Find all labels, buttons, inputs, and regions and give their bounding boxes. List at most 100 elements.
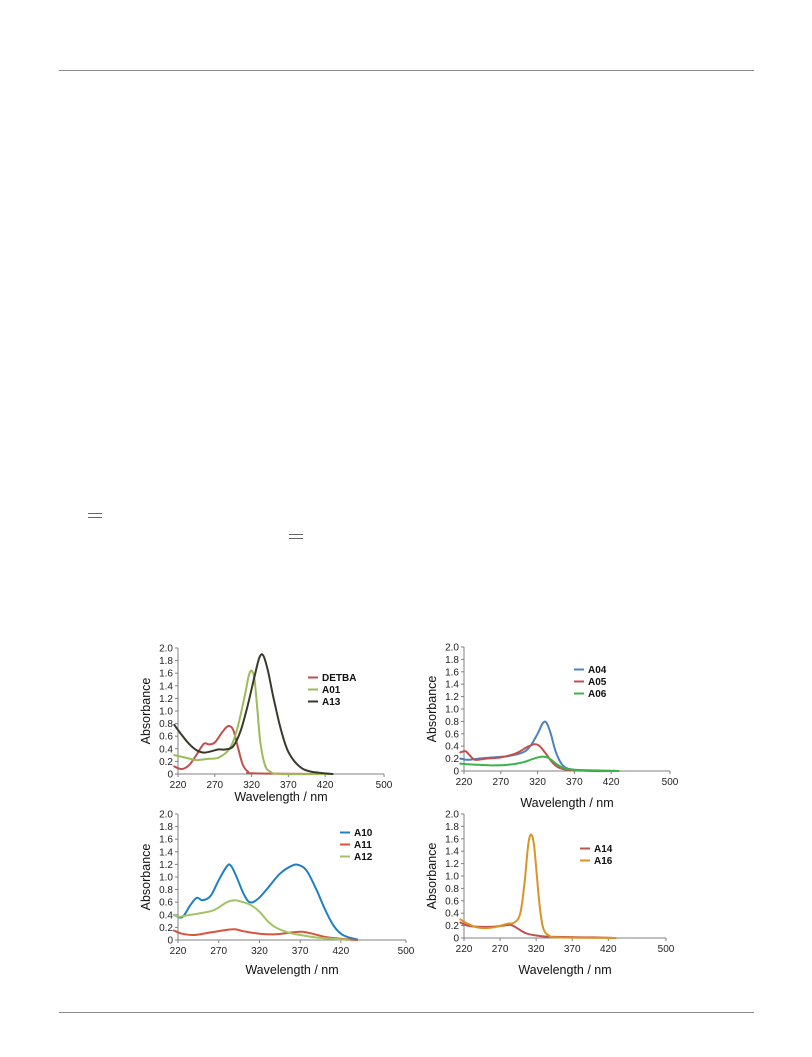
x-tick-label: 320	[251, 946, 268, 957]
y-tick-label: 1.4	[159, 847, 173, 858]
y-tick-label: 0.4	[159, 910, 173, 921]
legend-label: A14	[594, 844, 613, 855]
y-tick-label: 1.4	[445, 847, 459, 858]
y-tick-label: 1.0	[445, 872, 459, 883]
y-tick-label: 0	[453, 767, 459, 778]
y-tick-label: 0.6	[159, 732, 173, 743]
y-tick-label: 0	[453, 934, 459, 945]
y-tick-label: 2.0	[159, 810, 173, 821]
series-line-a10	[172, 863, 359, 941]
legend-label: DETBA	[322, 673, 356, 684]
equals-mark	[88, 513, 102, 518]
y-tick-label: 0.2	[445, 754, 459, 765]
y-tick-label: 1.8	[445, 655, 459, 666]
y-tick-label: 0.8	[159, 719, 173, 730]
y-tick-label: 1.8	[159, 822, 173, 833]
legend-label: A13	[322, 697, 341, 708]
footer-rule	[59, 1012, 754, 1013]
legend-label: A11	[354, 840, 372, 851]
x-tick-label: 500	[662, 777, 679, 788]
legend-label: A16	[594, 856, 613, 867]
x-tick-label: 370	[280, 780, 297, 791]
legend-label: A12	[354, 852, 373, 863]
y-tick-label: 1.0	[445, 705, 459, 716]
y-tick-label: 0.8	[445, 884, 459, 895]
chart-panel-b: 0 0.2 0.4 0.6 0.8 1.0 1.2 1.4 1.6 1.8 2.0 220 270 320…	[418, 641, 679, 811]
series-line-a06	[459, 755, 620, 772]
y-tick-label: 0.4	[159, 744, 173, 755]
x-tick-label: 420	[600, 944, 617, 955]
x-tick-label: 420	[317, 780, 334, 791]
y-tick-label: 1.8	[445, 822, 459, 833]
x-tick-label: 220	[456, 777, 473, 788]
x-tick-label: 500	[658, 944, 675, 955]
y-tick-label: 1.2	[159, 694, 173, 705]
chart-panel-d: 0 0.2 0.4 0.6 0.8 1.0 1.2 1.4 1.6 1.8 2.0 220 270 320…	[418, 806, 678, 978]
y-tick-label: 0.2	[159, 923, 173, 934]
y-tick-label: 0.6	[445, 729, 459, 740]
x-axis-title: Wavelength / nm	[234, 790, 327, 804]
y-tick-label: 0.2	[445, 921, 459, 932]
series-line-a05	[459, 743, 620, 772]
y-axis-title: Absorbance	[139, 844, 153, 911]
y-tick-label: 1.6	[159, 835, 173, 846]
y-axis-title: Absorbance	[425, 676, 439, 743]
x-tick-label: 220	[456, 944, 473, 955]
chart-panel-c: 0 0.2 0.4 0.6 0.8 1.0 1.2 1.4 1.6 1.8 2.0 220 270 320…	[139, 806, 415, 981]
x-tick-label: 420	[603, 777, 620, 788]
y-axis-title: Absorbance	[139, 678, 153, 745]
y-tick-label: 1.0	[159, 873, 173, 884]
y-tick-label: 1.6	[445, 667, 459, 678]
series-line-a14	[459, 921, 617, 939]
y-tick-label: 0.4	[445, 742, 459, 753]
y-tick-label: 0.6	[159, 898, 173, 909]
legend-label: A05	[588, 677, 607, 688]
legend-label: A06	[588, 689, 607, 700]
x-tick-label: 270	[492, 777, 509, 788]
y-tick-label: 1.0	[159, 707, 173, 718]
legend-label: A04	[588, 665, 607, 676]
x-tick-label: 370	[564, 944, 581, 955]
legend-label: A01	[322, 685, 341, 696]
y-axis-title: Absorbance	[425, 843, 439, 910]
header-rule	[59, 70, 754, 71]
y-tick-label: 0.2	[159, 757, 173, 768]
y-tick-label: 2.0	[445, 643, 459, 654]
y-tick-label: 0.8	[159, 885, 173, 896]
equals-mark	[289, 534, 303, 539]
x-tick-label: 370	[292, 946, 309, 957]
chart-panel-a: 0 0.2 0.4 0.6 0.8 1.0 1.2 1.4 1.6 1.8 2.0 220 270 320…	[139, 641, 393, 806]
y-tick-label: 0.4	[445, 909, 459, 920]
series-line-a13	[173, 653, 334, 775]
x-axis-title: Wavelength / nm	[520, 796, 613, 810]
x-tick-label: 220	[170, 946, 187, 957]
y-tick-label: 1.4	[159, 681, 173, 692]
x-tick-label: 500	[376, 780, 393, 791]
y-tick-label: 1.6	[445, 834, 459, 845]
series-line-detba	[173, 724, 334, 775]
x-tick-label: 320	[528, 944, 545, 955]
x-tick-label: 270	[492, 944, 509, 955]
series-line-a16	[459, 833, 617, 939]
x-tick-label: 500	[398, 946, 415, 957]
x-tick-label: 320	[243, 780, 260, 791]
series-line-a01	[173, 669, 334, 776]
x-tick-label: 220	[170, 780, 187, 791]
x-axis-title: Wavelength / nm	[518, 963, 611, 977]
y-tick-label: 2.0	[445, 810, 459, 821]
y-tick-label: 0.6	[445, 896, 459, 907]
x-tick-label: 370	[566, 777, 583, 788]
y-tick-label: 0.8	[445, 717, 459, 728]
y-tick-label: 0	[167, 770, 173, 781]
y-tick-label: 1.4	[445, 680, 459, 691]
legend-label: A10	[354, 828, 373, 839]
y-tick-label: 1.8	[159, 656, 173, 667]
y-tick-label: 2.0	[159, 644, 173, 655]
x-axis-title: Wavelength / nm	[245, 963, 338, 977]
x-tick-label: 270	[210, 946, 227, 957]
x-tick-label: 270	[206, 780, 223, 791]
